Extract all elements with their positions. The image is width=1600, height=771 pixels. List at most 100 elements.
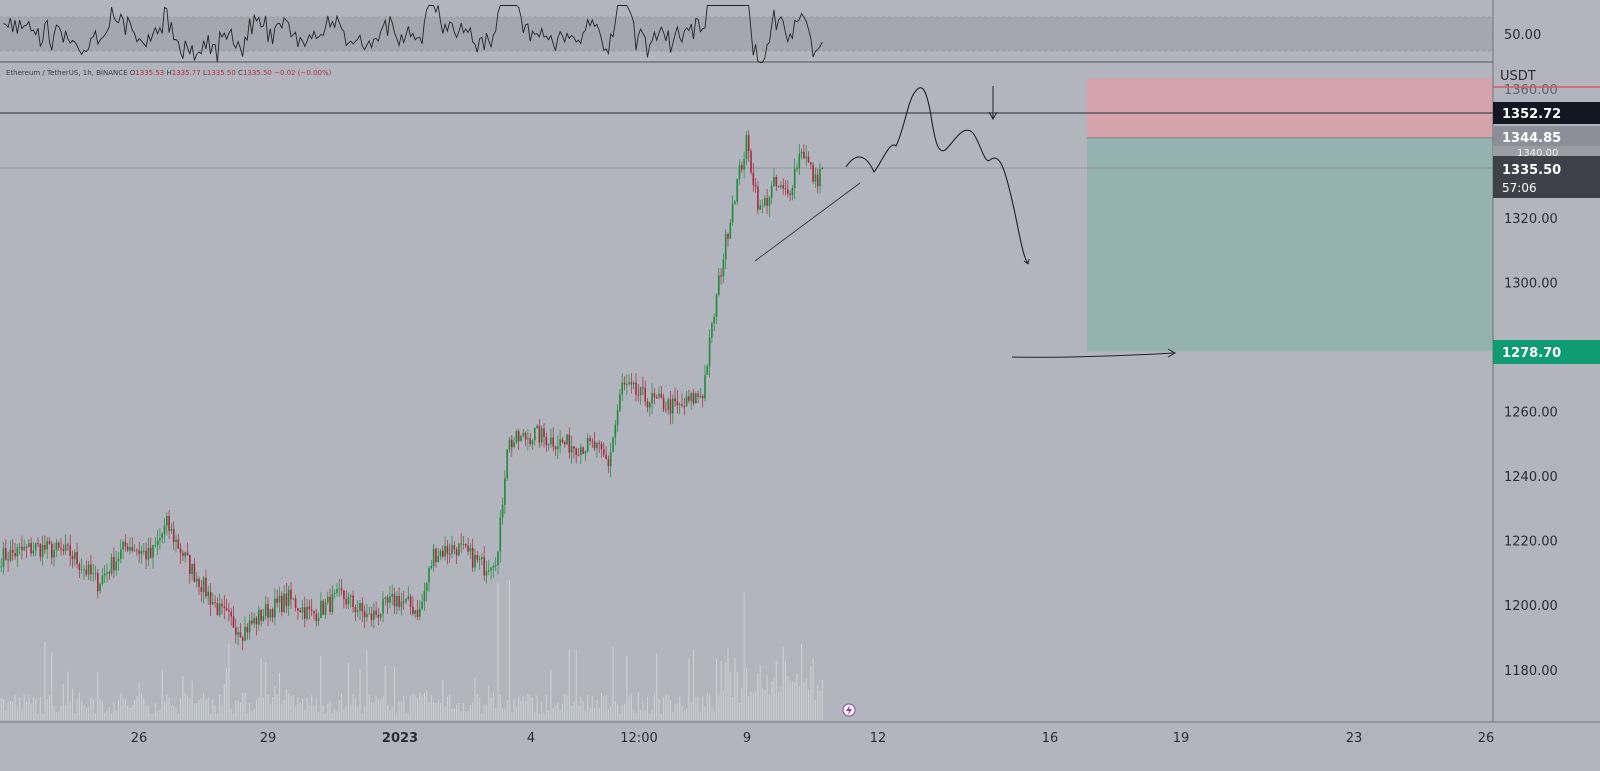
- volume-bar: [88, 707, 90, 720]
- volume-bar: [134, 699, 136, 720]
- volume-bar: [768, 694, 770, 720]
- volume-bar: [486, 704, 487, 720]
- volume-bar: [205, 699, 207, 720]
- candle-body: [706, 366, 709, 375]
- candle-body: [764, 198, 766, 206]
- candle-body: [90, 564, 92, 575]
- candle-body: [453, 545, 456, 550]
- volume-bar: [180, 699, 182, 720]
- trendline-drawing[interactable]: [754, 182, 861, 262]
- time-tick-label: 26: [131, 731, 148, 746]
- volume-bar: [159, 709, 161, 720]
- volume-bar: [679, 696, 681, 720]
- candle-body: [715, 294, 718, 318]
- candle-body: [195, 578, 198, 582]
- candle-body: [101, 575, 104, 585]
- volume-bar: [380, 698, 382, 720]
- candle-body: [163, 525, 166, 534]
- candle-body: [278, 595, 281, 603]
- volume-bar: [265, 662, 267, 720]
- volume-bar: [674, 703, 676, 720]
- candle-body: [14, 552, 16, 557]
- volume-bar: [37, 713, 39, 720]
- candle-body: [246, 626, 249, 633]
- candle-body: [667, 399, 669, 410]
- volume-bar: [582, 701, 584, 720]
- volume-bar: [656, 653, 658, 720]
- horizontal-arrow-drawing[interactable]: [1011, 352, 1175, 358]
- volume-bar: [30, 703, 32, 720]
- candle-body: [492, 565, 495, 568]
- volume-bar: [292, 695, 294, 720]
- volume-bar: [175, 707, 177, 720]
- volume-bar: [605, 694, 607, 720]
- candle-body: [591, 441, 594, 443]
- candle-body: [329, 596, 331, 612]
- candle-body: [462, 543, 465, 545]
- volume-bar: [28, 694, 30, 720]
- volume-bar: [750, 691, 752, 720]
- candle-body: [108, 572, 111, 574]
- candle-body: [743, 159, 745, 170]
- candle-body: [313, 610, 315, 614]
- volume-bar: [488, 685, 490, 720]
- candle-body: [681, 404, 683, 407]
- volume-bar: [120, 693, 122, 720]
- volume-bar: [819, 690, 821, 720]
- volume-bar: [665, 693, 667, 720]
- candle-body: [522, 432, 525, 436]
- volume-bar: [663, 697, 665, 720]
- volume-bar: [789, 680, 791, 720]
- candle-body: [18, 546, 21, 548]
- candle-body: [557, 446, 559, 450]
- candle-body: [605, 454, 607, 460]
- candle-body: [547, 444, 550, 446]
- volume-bar: [99, 698, 101, 720]
- volume-bar: [568, 648, 570, 720]
- volume-bar: [322, 705, 324, 720]
- currency-label: USDT: [1500, 69, 1536, 84]
- candle-body: [2, 548, 5, 567]
- candle-body: [78, 564, 81, 571]
- volume-bar: [607, 709, 609, 720]
- stop-loss-zone: [1087, 78, 1493, 138]
- candle-body: [534, 428, 536, 441]
- volume-bar: [382, 696, 384, 720]
- rsi-line: [3, 5, 823, 63]
- candle-body: [308, 606, 311, 610]
- candle-body: [488, 570, 490, 572]
- volume-bar: [653, 693, 655, 720]
- candle-body: [57, 542, 60, 548]
- volume-bar: [699, 711, 701, 720]
- volume-bar: [752, 692, 754, 720]
- candle-body: [366, 613, 368, 618]
- volume-bar: [258, 696, 260, 720]
- candle-body: [258, 610, 260, 625]
- candle-body: [402, 601, 405, 603]
- volume-bar: [233, 713, 234, 720]
- volume-bar: [129, 707, 131, 720]
- projection-path-drawing[interactable]: [845, 87, 1029, 265]
- volume-bar: [341, 693, 343, 720]
- volume-bar: [456, 704, 458, 720]
- candle-body: [41, 544, 44, 557]
- volume-bar: [281, 704, 283, 720]
- volume-bar: [711, 706, 713, 720]
- candle-body: [51, 543, 53, 558]
- volume-bar: [502, 708, 504, 720]
- volume-bar: [527, 694, 529, 720]
- candle-body: [812, 164, 814, 182]
- candle-body: [791, 188, 794, 196]
- volume-bar: [722, 690, 724, 720]
- volume-bar: [122, 698, 124, 720]
- candle-body: [639, 387, 642, 396]
- volume-bar: [511, 712, 513, 720]
- candle-body: [363, 611, 366, 618]
- last-price-label: 1335.50: [1502, 163, 1561, 178]
- volume-bar: [55, 712, 57, 720]
- volume-bar: [474, 677, 476, 720]
- candle-body: [352, 595, 354, 607]
- candle-body: [44, 544, 46, 550]
